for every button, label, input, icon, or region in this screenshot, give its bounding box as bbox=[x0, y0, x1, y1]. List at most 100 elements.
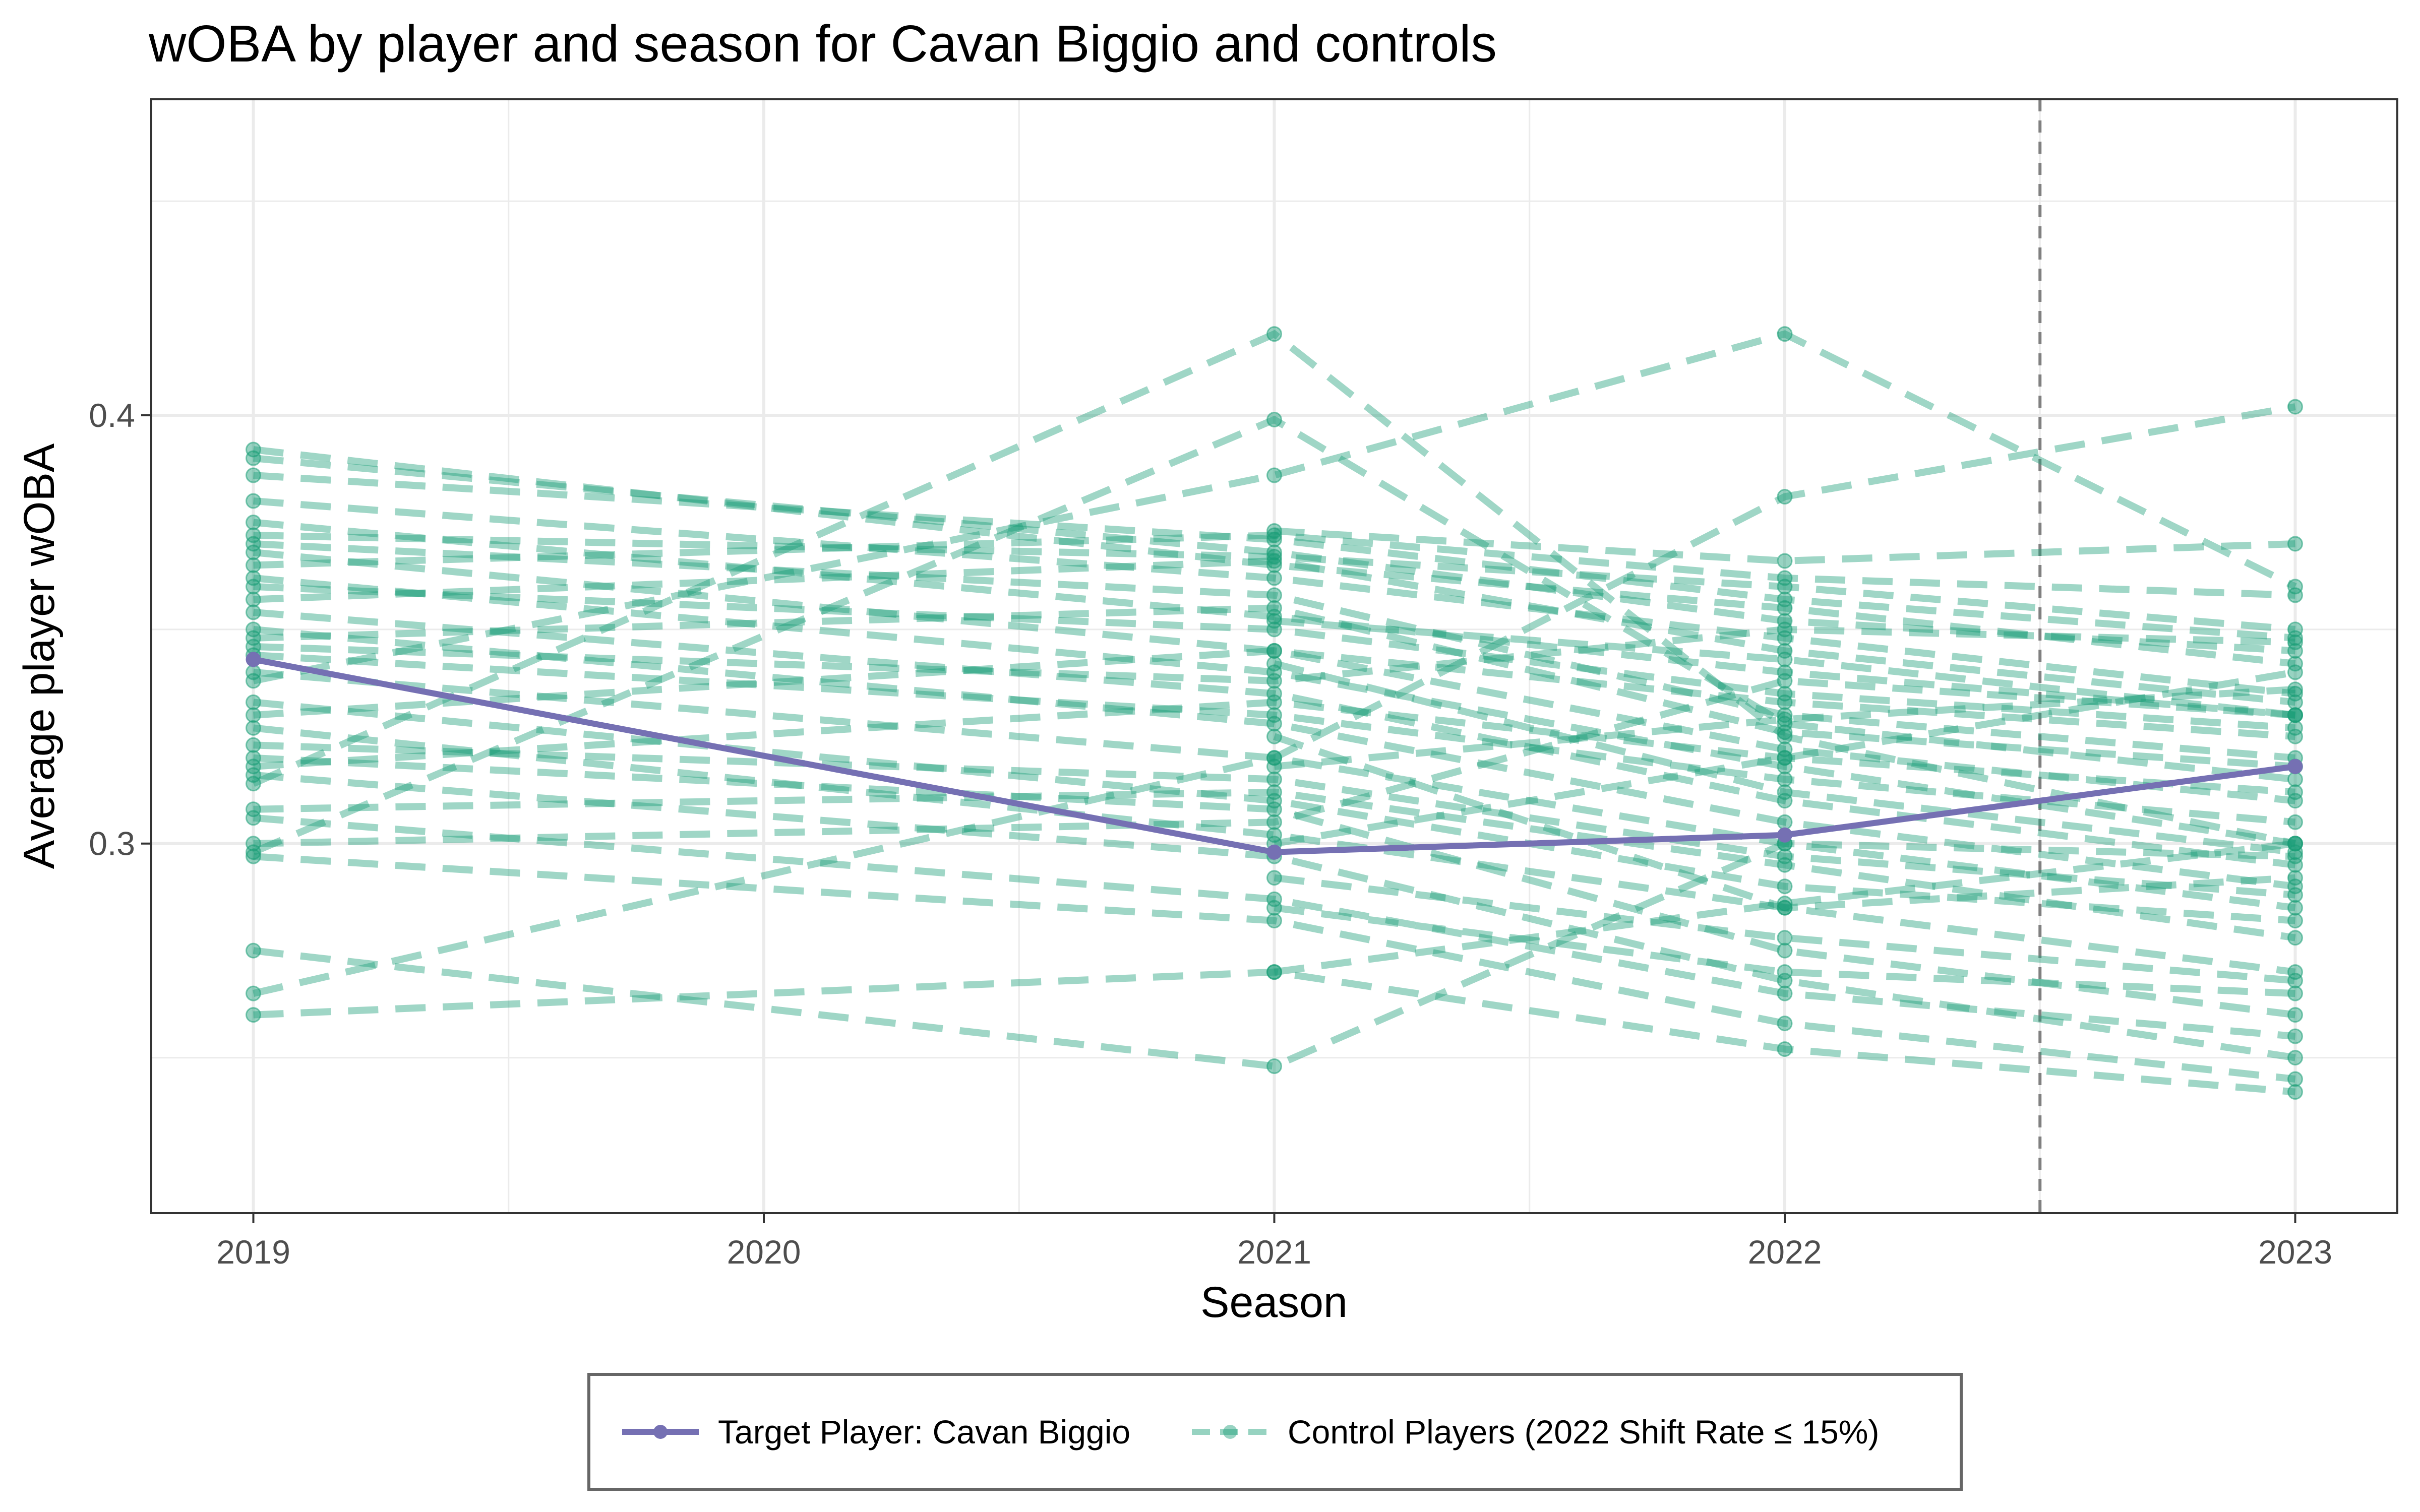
control-player-point bbox=[1777, 651, 1793, 667]
control-player-point bbox=[1266, 891, 1282, 907]
control-player-point bbox=[2287, 681, 2303, 698]
control-player-point bbox=[2287, 664, 2303, 680]
control-player-point bbox=[246, 579, 261, 595]
control-player-point bbox=[1266, 801, 1282, 817]
control-player-point bbox=[1777, 741, 1793, 758]
control-player-line bbox=[253, 446, 2296, 667]
control-player-point bbox=[2287, 579, 2303, 595]
control-player-point bbox=[2287, 857, 2303, 873]
control-player-line bbox=[1274, 904, 2295, 997]
control-player-point bbox=[246, 527, 261, 543]
control-player-point bbox=[2287, 814, 2303, 830]
axes: 2019 2020 2021 2022 2023 0.3 0.4 bbox=[89, 397, 2332, 1271]
control-player-point bbox=[1777, 759, 1793, 775]
control-player-line bbox=[253, 699, 2295, 796]
control-player-point bbox=[1266, 750, 1282, 766]
control-player-point bbox=[1777, 930, 1793, 946]
grid-lines bbox=[151, 99, 2397, 1213]
y-axis-title: Average player wOBA bbox=[15, 443, 64, 869]
control-player-point bbox=[1777, 685, 1793, 702]
control-player-point bbox=[2287, 720, 2303, 736]
control-player-point bbox=[2287, 634, 2303, 650]
target-player-point bbox=[246, 652, 261, 667]
control-player-point bbox=[2287, 728, 2303, 744]
control-player-line bbox=[253, 814, 2296, 1040]
control-player-line bbox=[1273, 733, 2295, 912]
control-player-point bbox=[1266, 900, 1282, 916]
y-tick-label: 0.4 bbox=[89, 397, 135, 434]
control-player-point bbox=[1266, 570, 1282, 586]
control-player-line bbox=[253, 330, 2297, 684]
control-player-line bbox=[253, 497, 2296, 698]
control-player-point bbox=[1777, 724, 1793, 740]
x-tick-label: 2020 bbox=[727, 1233, 801, 1271]
control-player-point bbox=[1266, 728, 1282, 744]
control-player-point bbox=[1266, 1058, 1282, 1075]
control-player-line bbox=[253, 625, 2296, 890]
control-player-point bbox=[1777, 694, 1793, 710]
control-player-point bbox=[246, 536, 261, 552]
control-player-point bbox=[246, 844, 261, 860]
control-player-point bbox=[246, 673, 261, 689]
control-player-point bbox=[1777, 591, 1793, 607]
control-player-point bbox=[1266, 964, 1282, 980]
x-axis-title: Season bbox=[1200, 1278, 1348, 1327]
control-player-point bbox=[246, 493, 261, 509]
control-player-point bbox=[2287, 643, 2303, 659]
control-player-point bbox=[1266, 913, 1282, 929]
control-player-point bbox=[1777, 600, 1793, 616]
control-player-point bbox=[1777, 613, 1793, 629]
x-tick-label: 2023 bbox=[2258, 1233, 2332, 1271]
control-player-point bbox=[1777, 728, 1793, 744]
control-player-point bbox=[1777, 985, 1793, 1001]
control-player-point bbox=[2287, 793, 2303, 809]
target-player-line bbox=[253, 656, 2296, 855]
control-player-point bbox=[1266, 531, 1282, 547]
control-player-point bbox=[1266, 621, 1282, 638]
control-player-line bbox=[1274, 527, 2295, 564]
control-player-point bbox=[246, 707, 261, 723]
legend-item-target: Target Player: Cavan Biggio bbox=[618, 1376, 1130, 1488]
control-player-point bbox=[2287, 887, 2303, 903]
x-tick-label: 2022 bbox=[1748, 1233, 1822, 1271]
control-player-point bbox=[246, 630, 261, 646]
control-player-point bbox=[2287, 656, 2303, 672]
legend-key-target bbox=[622, 1425, 699, 1439]
control-player-point bbox=[2287, 685, 2303, 702]
control-player-point bbox=[1266, 784, 1282, 800]
control-player-point bbox=[1266, 759, 1282, 775]
control-player-point bbox=[1266, 608, 1282, 624]
control-player-point bbox=[1777, 1041, 1793, 1057]
control-player-point bbox=[1266, 664, 1282, 680]
control-player-point bbox=[1266, 587, 1282, 603]
control-player-point bbox=[246, 759, 261, 775]
target-player-point bbox=[1266, 844, 1282, 860]
target-player-point bbox=[2287, 759, 2303, 774]
control-player-point bbox=[1777, 750, 1793, 766]
control-player-point bbox=[246, 570, 261, 586]
control-player-line bbox=[253, 519, 2296, 719]
control-player-point bbox=[246, 810, 261, 826]
control-player-point bbox=[1777, 643, 1793, 659]
control-player-point bbox=[246, 942, 261, 959]
control-player-line bbox=[252, 415, 2296, 856]
control-player-point bbox=[246, 767, 261, 783]
control-player-point bbox=[1266, 523, 1282, 539]
control-player-point bbox=[2287, 621, 2303, 638]
control-player-point bbox=[246, 985, 261, 1001]
control-player-point bbox=[246, 848, 261, 864]
legend-label-control: Control Players (2022 Shift Rate ≤ 15%) bbox=[1288, 1413, 1880, 1451]
control-player-line bbox=[1273, 660, 2296, 856]
control-player-point bbox=[1266, 643, 1282, 659]
control-player-point bbox=[1777, 488, 1793, 505]
control-player-point bbox=[2287, 771, 2303, 787]
control-player-point bbox=[2287, 878, 2303, 895]
control-player-line bbox=[253, 472, 2296, 642]
control-player-point bbox=[1777, 553, 1793, 569]
control-player-point bbox=[246, 467, 261, 483]
control-player-point bbox=[2287, 964, 2303, 980]
control-player-point bbox=[1266, 771, 1282, 787]
control-player-line bbox=[1274, 617, 2296, 719]
control-player-line bbox=[252, 330, 2296, 847]
control-player-point bbox=[1777, 326, 1793, 342]
